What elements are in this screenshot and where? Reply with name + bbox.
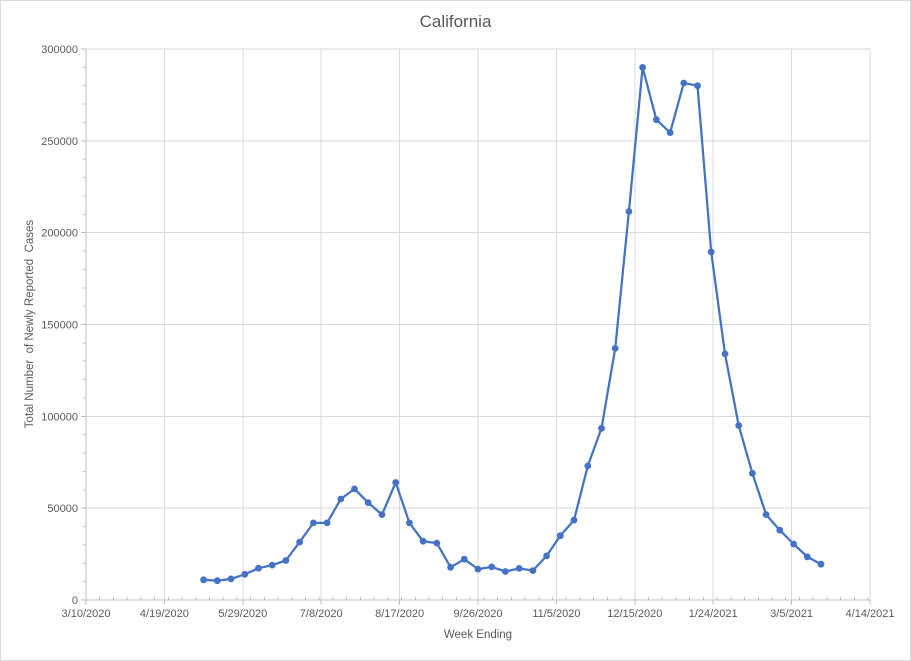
x-tick-label: 1/24/2021	[689, 608, 738, 620]
data-point	[584, 462, 592, 470]
y-tick-label: 250000	[41, 136, 78, 148]
x-tick-label: 9/26/2020	[454, 608, 503, 620]
data-point	[200, 576, 208, 584]
data-point	[666, 129, 674, 137]
data-point	[543, 552, 550, 560]
y-tick-label: 150000	[41, 320, 78, 332]
data-point	[515, 565, 523, 572]
chart-title: California	[419, 12, 492, 31]
data-point	[625, 208, 633, 215]
data-point	[447, 563, 454, 571]
y-tick-label: 0	[72, 595, 78, 607]
data-point	[255, 564, 262, 572]
x-axis-title: Week Ending	[443, 629, 513, 641]
x-tick-label: 8/17/2020	[375, 608, 424, 620]
data-point	[817, 560, 825, 568]
data-point	[680, 79, 688, 87]
data-point	[323, 519, 331, 527]
data-point	[803, 553, 811, 561]
data-point	[351, 485, 358, 493]
data-point	[639, 64, 646, 71]
y-tick-label: 50000	[47, 503, 78, 515]
data-point	[296, 538, 303, 546]
data-point	[694, 82, 701, 90]
data-point	[460, 555, 468, 563]
x-tick-label: 3/5/2021	[770, 608, 813, 620]
data-point	[419, 537, 427, 545]
data-point	[364, 499, 372, 507]
data-point	[721, 350, 729, 358]
data-point	[378, 511, 386, 518]
data-point	[653, 116, 660, 124]
data-point	[213, 577, 221, 585]
data-point	[474, 565, 482, 573]
data-point	[268, 561, 276, 569]
y-tick-label: 200000	[41, 228, 78, 240]
data-point	[433, 539, 441, 547]
data-point	[776, 526, 784, 534]
data-point	[598, 424, 605, 432]
x-tick-label: 11/5/2020	[532, 608, 580, 620]
series-line	[202, 66, 823, 582]
data-point	[529, 567, 537, 574]
data-point	[556, 532, 564, 540]
data-point	[282, 557, 290, 564]
x-tick-label: 5/29/2020	[218, 608, 267, 620]
data-point	[735, 422, 743, 429]
data-point	[392, 479, 400, 486]
y-tick-label: 300000	[41, 44, 78, 56]
data-point	[762, 511, 770, 518]
data-point	[790, 540, 797, 548]
x-tick-label: 3/10/2020	[62, 608, 111, 620]
data-point	[227, 575, 235, 583]
y-tick-label: 100000	[41, 411, 78, 423]
x-tick-label: 7/8/2020	[300, 608, 343, 620]
data-point	[488, 563, 496, 571]
data-point	[337, 495, 345, 503]
data-point	[707, 248, 715, 256]
x-tick-label: 4/19/2020	[140, 608, 189, 620]
data-point	[611, 345, 619, 352]
x-tick-label: 12/15/2020	[607, 608, 662, 620]
data-point	[502, 568, 509, 575]
y-axis-title: Total Number of Newly Reported Cases	[24, 219, 36, 429]
data-point	[749, 469, 756, 477]
data-point	[310, 519, 317, 527]
x-tick-label: 4/14/2021	[846, 608, 895, 620]
data-point	[570, 516, 578, 524]
data-point	[406, 519, 413, 527]
data-point	[241, 570, 249, 578]
